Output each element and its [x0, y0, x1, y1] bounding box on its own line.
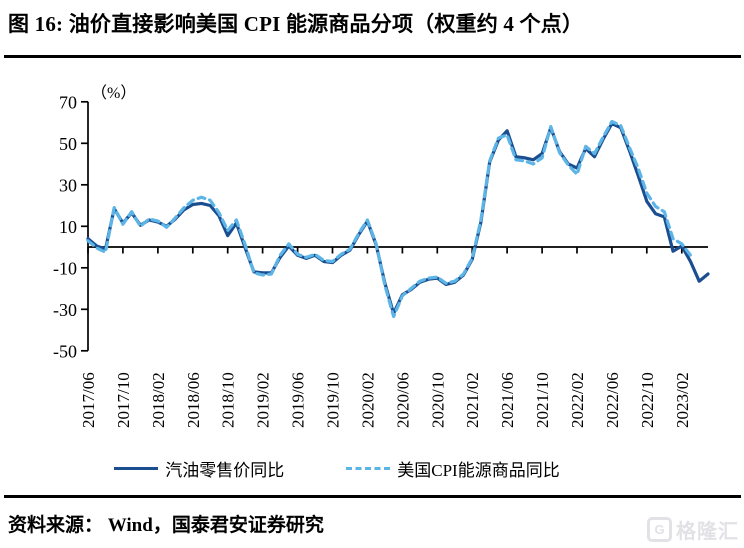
svg-text:-50: -50 — [53, 341, 77, 361]
svg-text:2017/06: 2017/06 — [79, 372, 98, 428]
svg-text:2017/10: 2017/10 — [114, 372, 133, 428]
svg-text:2018/02: 2018/02 — [149, 372, 168, 428]
chart-legend: 汽油零售价同比 美国CPI能源商品同比 — [0, 456, 674, 481]
svg-text:-10: -10 — [53, 258, 77, 278]
svg-text:2022/10: 2022/10 — [638, 372, 657, 428]
svg-text:2020/06: 2020/06 — [393, 372, 412, 428]
svg-text:2020/10: 2020/10 — [428, 372, 447, 428]
legend-solid-line-icon — [114, 467, 159, 470]
svg-text:2021/10: 2021/10 — [533, 372, 552, 428]
watermark: G 格隆汇 — [647, 515, 739, 544]
legend-label: 汽油零售价同比 — [165, 461, 285, 480]
watermark-text: 格隆汇 — [676, 521, 739, 543]
svg-text:（%）: （%） — [91, 84, 136, 102]
legend-item-0: 汽油零售价同比 — [114, 456, 284, 481]
svg-text:2022/02: 2022/02 — [568, 372, 587, 428]
title-divider — [4, 55, 741, 58]
svg-text:30: 30 — [59, 175, 77, 195]
svg-text:2019/06: 2019/06 — [289, 372, 308, 428]
legend-item-1: 美国CPI能源商品同比 — [346, 456, 560, 481]
svg-text:2021/06: 2021/06 — [498, 372, 517, 428]
svg-text:2019/02: 2019/02 — [254, 372, 273, 428]
svg-text:-30: -30 — [53, 300, 77, 320]
svg-text:50: 50 — [59, 134, 77, 154]
svg-text:2021/02: 2021/02 — [463, 372, 482, 428]
svg-text:10: 10 — [59, 217, 77, 237]
watermark-logo-icon: G — [647, 517, 672, 542]
source-note: 资料来源： Wind，国泰君安证券研究 — [8, 515, 324, 536]
svg-text:70: 70 — [59, 92, 77, 112]
svg-text:2018/10: 2018/10 — [219, 372, 238, 428]
legend-label: 美国CPI能源商品同比 — [397, 461, 560, 480]
svg-text:2018/06: 2018/06 — [184, 372, 203, 428]
svg-text:2019/10: 2019/10 — [324, 372, 343, 428]
source-divider — [4, 495, 741, 498]
svg-text:2023/02: 2023/02 — [673, 372, 692, 428]
svg-text:2020/02: 2020/02 — [358, 372, 377, 428]
figure-title: 图 16: 油价直接影响美国 CPI 能源商品分项（权重约 4 个点） — [8, 12, 584, 36]
legend-dashed-line-icon — [346, 467, 391, 470]
svg-text:2022/06: 2022/06 — [603, 372, 622, 428]
